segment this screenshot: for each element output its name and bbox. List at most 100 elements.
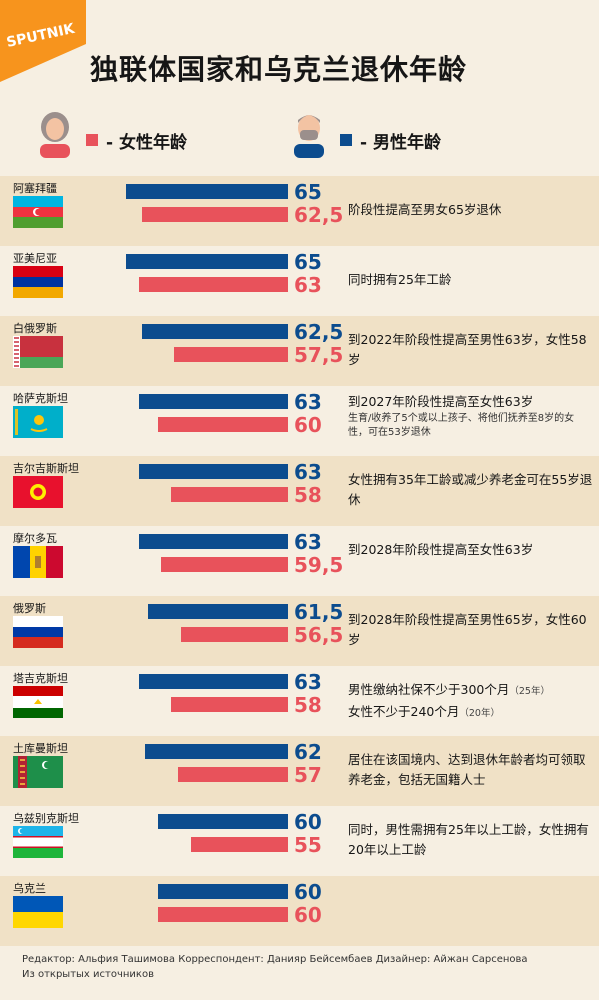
- female-bar: [180, 627, 288, 642]
- country-row: 亚美尼亚 65 63 同时拥有25年工龄: [0, 246, 599, 316]
- policy-note: 居住在该国境内、达到退休年龄者均可领取养老金，包括无国籍人士: [348, 750, 593, 790]
- moldova-flag-icon: [13, 546, 63, 578]
- female-value-label: 60: [294, 413, 322, 437]
- kyrgyzstan-flag-icon: [13, 476, 63, 508]
- policy-note: 到2028年阶段性提高至女性63岁: [348, 540, 593, 560]
- male-bar: [141, 324, 288, 339]
- policy-note: 到2027年阶段性提高至女性63岁生育/收养了5个或以上孩子、将他们抚养至8岁的…: [348, 392, 593, 440]
- female-value-label: 60: [294, 903, 322, 927]
- azerbaijan-flag-icon: [13, 196, 63, 228]
- female-bar: [158, 907, 288, 922]
- policy-note: 到2028年阶段性提高至男性65岁，女性60岁: [348, 610, 593, 650]
- woman-icon: [40, 112, 70, 158]
- male-value-label: 63: [294, 530, 322, 554]
- country-row: 阿塞拜疆 65 62,5 阶段性提高至男女65岁退休: [0, 176, 599, 246]
- note-main: 阶段性提高至男女65岁退休: [348, 202, 502, 217]
- tajikistan-flag-icon: [13, 686, 63, 718]
- man-icon: [294, 115, 324, 158]
- legend-male-swatch: [340, 134, 352, 146]
- russia-flag-icon: [13, 616, 63, 648]
- male-value-label: 60: [294, 880, 322, 904]
- legend-female: - 女性年龄: [36, 110, 266, 160]
- female-bar: [158, 417, 288, 432]
- country-name: 俄罗斯: [13, 602, 46, 615]
- note-small: （20年）: [459, 708, 500, 719]
- note-main: 到2027年阶段性提高至女性63岁: [348, 394, 534, 409]
- male-bar: [158, 884, 288, 899]
- ukraine-flag-icon: [13, 896, 63, 928]
- male-value-label: 65: [294, 180, 322, 204]
- legend-male: - 男性年龄: [290, 110, 510, 160]
- male-bar: [145, 744, 288, 759]
- male-value-label: 62: [294, 740, 322, 764]
- country-row: 乌兹别克斯坦 60 55 同时，男性需拥有25年以上工龄，女性拥有20年以上工龄: [0, 806, 599, 876]
- policy-note: 阶段性提高至男女65岁退休: [348, 200, 593, 220]
- country-name: 吉尔吉斯斯坦: [13, 462, 79, 475]
- female-bar: [141, 207, 288, 222]
- country-row: 乌克兰 60 60: [0, 876, 599, 946]
- country-name: 土库曼斯坦: [13, 742, 68, 755]
- male-value-label: 62,5: [294, 320, 344, 344]
- male-bar: [138, 464, 288, 479]
- chart-rows: 阿塞拜疆 65 62,5 阶段性提高至男女65岁退休 亚美尼亚 65 63 同时拥有25年工龄…: [0, 176, 599, 946]
- female-value-label: 59,5: [294, 553, 344, 577]
- country-name: 白俄罗斯: [13, 322, 57, 335]
- note-main: 女性拥有35年工龄或减少养老金可在55岁退休: [348, 472, 593, 507]
- note-line: 男性缴纳社保不少于300个月: [348, 682, 510, 697]
- male-bar: [138, 534, 288, 549]
- male-value-label: 60: [294, 810, 322, 834]
- female-value-label: 56,5: [294, 623, 344, 647]
- country-row: 俄罗斯 61,5 56,5 到2028年阶段性提高至男性65岁，女性60岁: [0, 596, 599, 666]
- source-line: Из открытых источников: [22, 969, 154, 980]
- belarus-flag-icon: [13, 336, 63, 368]
- female-value-label: 57,5: [294, 343, 344, 367]
- legend-male-label: - 男性年龄: [360, 133, 441, 153]
- male-value-label: 63: [294, 460, 322, 484]
- female-value-label: 55: [294, 833, 322, 857]
- note-main: 同时拥有25年工龄: [348, 272, 452, 287]
- country-row: 土库曼斯坦 62 57 居住在该国境内、达到退休年龄者均可领取养老金，包括无国籍人士: [0, 736, 599, 806]
- country-name: 塔吉克斯坦: [13, 672, 68, 685]
- note-line: 女性不少于240个月: [348, 704, 460, 719]
- note-small: （25年）: [509, 686, 550, 697]
- country-name: 亚美尼亚: [13, 252, 57, 265]
- country-row: 白俄罗斯 62,5 57,5 到2022年阶段性提高至男性63岁，女性58岁: [0, 316, 599, 386]
- note-main: 居住在该国境内、达到退休年龄者均可领取养老金，包括无国籍人士: [348, 752, 586, 787]
- note-sub: 生育/收养了5个或以上孩子、将他们抚养至8岁的女性，可在53岁退休: [348, 413, 575, 438]
- legend-female-label: - 女性年龄: [106, 133, 187, 153]
- policy-note: 到2022年阶段性提高至男性63岁，女性58岁: [348, 330, 593, 370]
- legend-female-swatch: [86, 134, 98, 146]
- female-bar: [161, 557, 288, 572]
- country-name: 阿塞拜疆: [13, 182, 57, 195]
- credits-line: Редактор: Альфия Ташимова Корреспондент:…: [22, 954, 528, 965]
- page-title: 独联体国家和乌克兰退休年龄: [90, 53, 468, 86]
- note-main: 到2028年阶段性提高至男性65岁，女性60岁: [348, 612, 587, 647]
- policy-note: 同时，男性需拥有25年以上工龄，女性拥有20年以上工龄: [348, 820, 593, 860]
- note-main: 同时，男性需拥有25年以上工龄，女性拥有20年以上工龄: [348, 822, 589, 857]
- female-value-label: 58: [294, 483, 322, 507]
- male-bar: [138, 674, 288, 689]
- armenia-flag-icon: [13, 266, 63, 298]
- male-value-label: 63: [294, 390, 322, 414]
- country-row: 哈萨克斯坦 63 60 到2027年阶段性提高至女性63岁生育/收养了5个或以上孩子、…: [0, 386, 599, 456]
- turkmenistan-flag-icon: [13, 756, 63, 788]
- female-bar: [190, 837, 288, 852]
- uzbekistan-flag-icon: [13, 826, 63, 858]
- male-bar: [125, 184, 288, 199]
- male-value-label: 63: [294, 670, 322, 694]
- female-value-label: 62,5: [294, 203, 344, 227]
- country-name: 乌克兰: [13, 882, 46, 895]
- kazakhstan-flag-icon: [13, 406, 63, 438]
- male-value-label: 65: [294, 250, 322, 274]
- female-value-label: 57: [294, 763, 322, 787]
- credits: Редактор: Альфия Ташимова Корреспондент:…: [22, 952, 528, 982]
- country-name: 摩尔多瓦: [13, 532, 57, 545]
- country-name: 哈萨克斯坦: [13, 392, 68, 405]
- country-row: 吉尔吉斯斯坦 63 58 女性拥有35年工龄或减少养老金可在55岁退休: [0, 456, 599, 526]
- policy-note: 女性拥有35年工龄或减少养老金可在55岁退休: [348, 470, 593, 510]
- sputnik-logo: SPUTNIK: [0, 0, 86, 82]
- male-bar: [125, 254, 288, 269]
- country-row: 摩尔多瓦 63 59,5 到2028年阶段性提高至女性63岁: [0, 526, 599, 596]
- female-bar: [138, 277, 288, 292]
- female-bar: [171, 697, 288, 712]
